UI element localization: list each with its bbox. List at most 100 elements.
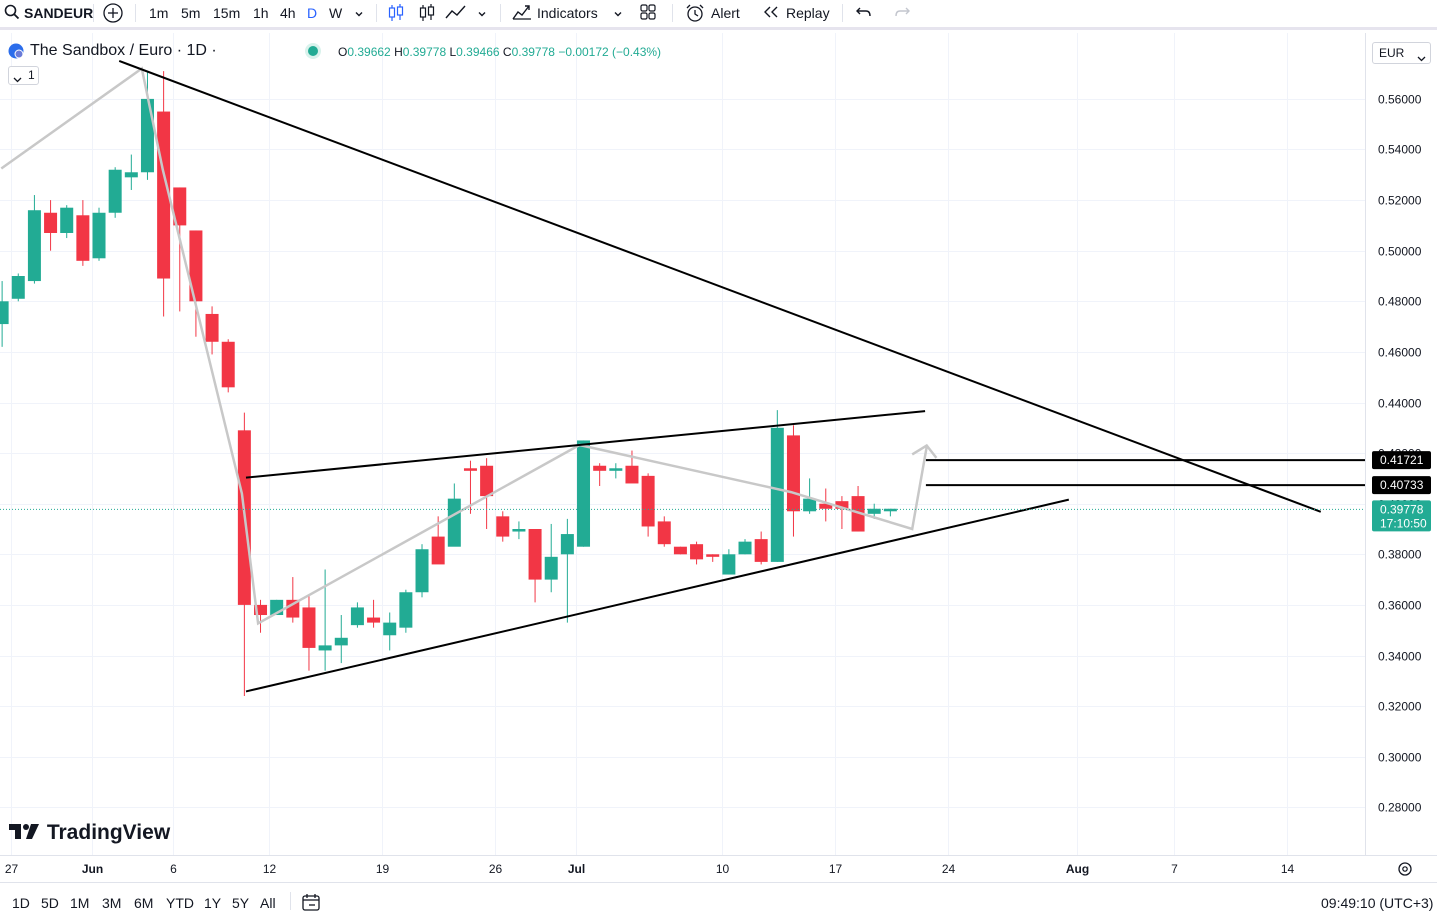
candle-body [415, 549, 429, 593]
rewind-icon[interactable] [762, 4, 780, 24]
alarm-clock-icon[interactable] [684, 2, 706, 22]
candle-body [593, 465, 607, 471]
candle-body [0, 301, 9, 325]
trendline [245, 498, 1070, 693]
layouts-grid-icon[interactable] [639, 3, 657, 23]
undo-icon[interactable] [855, 4, 873, 24]
redo-icon[interactable] [893, 4, 911, 24]
high-key: H [394, 45, 403, 59]
alert-button[interactable]: Alert [711, 5, 740, 21]
drawings[interactable] [0, 60, 1365, 693]
range-ytd[interactable]: YTD [166, 895, 194, 911]
range-1d[interactable]: 1D [12, 895, 30, 911]
price-tick-label: 0.44000 [1378, 397, 1422, 411]
price-tick-label: 0.48000 [1378, 295, 1422, 309]
range-6m[interactable]: 6M [134, 895, 154, 911]
candle-body [657, 521, 671, 545]
clock-timezone[interactable]: 09:49:10 (UTC+3) [1321, 895, 1434, 911]
candle-up [512, 521, 526, 540]
toolbar-divider [93, 4, 94, 22]
close-key: C [502, 45, 512, 59]
candle-body [480, 465, 494, 497]
candle-body [803, 498, 817, 512]
sandbox-coin-icon [8, 43, 24, 64]
replay-button[interactable]: Replay [786, 5, 830, 21]
indicators-toggle[interactable]: 1 [8, 66, 39, 85]
candle-up [577, 440, 591, 547]
candle-down [835, 496, 849, 529]
interval-4h[interactable]: 4h [280, 5, 296, 21]
price-tick-label: 0.50000 [1378, 245, 1422, 259]
candle-body [221, 341, 235, 388]
range-3m[interactable]: 3M [102, 895, 122, 911]
candle-body [512, 529, 526, 532]
chevron-down-icon[interactable] [612, 5, 624, 25]
price-chart[interactable]: 0.28000 0.30000 0.32000 0.34000 0.36000 0.380… [0, 33, 1437, 882]
market-status-dot[interactable] [308, 46, 318, 56]
currency-select[interactable]: EUR [1372, 42, 1431, 64]
price-tick-label: 0.54000 [1378, 143, 1422, 157]
last-price-label: 0.39778 [1380, 502, 1424, 516]
candle-body [124, 172, 138, 178]
indicators-button[interactable]: Indicators [537, 5, 598, 21]
price-tick-label: 0.46000 [1378, 346, 1422, 360]
candle-body [867, 508, 881, 514]
tradingview-mark-icon [9, 822, 41, 848]
candle-down [528, 529, 542, 603]
interval-w[interactable]: W [329, 5, 343, 21]
symbol-search-input[interactable]: SANDEUR [24, 5, 94, 21]
trendline [118, 60, 1322, 513]
last-price-bg [1372, 500, 1431, 532]
line-chart-icon[interactable] [445, 3, 467, 23]
interval-1m[interactable]: 1m [149, 5, 169, 21]
candle-body [44, 212, 58, 233]
time-axis[interactable]: 27 Jun 6 12 19 26 Jul 10 17 24 Aug 7 14 [5, 862, 1295, 876]
candle-body [60, 207, 74, 233]
candle-down [706, 554, 720, 562]
interval-d[interactable]: D [307, 5, 318, 21]
bars-style-icon[interactable] [418, 3, 436, 23]
level-label-2-bg [1372, 476, 1431, 495]
candle-body [27, 210, 41, 282]
low-value: 0.39466 [456, 45, 500, 59]
candle-body [641, 475, 655, 527]
interval-1h[interactable]: 1h [253, 5, 269, 21]
bottom-toolbar: 1D 5D 1M 3M 6M YTD 1Y 5Y All 09:49:10 (U… [0, 882, 1437, 921]
candle-body [447, 498, 461, 547]
candle-body [690, 544, 704, 560]
candle-body [254, 604, 268, 616]
candle-body [706, 554, 720, 557]
candle-up [803, 478, 817, 514]
candle-body [383, 622, 397, 636]
compare-symbol-plus-icon[interactable] [102, 2, 124, 23]
candle-down [754, 531, 768, 565]
settings-gear-icon[interactable] [1398, 862, 1412, 876]
range-all[interactable]: All [260, 895, 276, 911]
search-icon[interactable] [4, 4, 20, 24]
calendar-go-to-date-icon[interactable] [301, 892, 321, 916]
candle-body [883, 508, 897, 512]
interval-5m[interactable]: 5m [181, 5, 201, 21]
range-5y[interactable]: 5Y [232, 895, 250, 911]
toolbar-divider [672, 4, 673, 22]
chevron-down-icon[interactable] [353, 5, 365, 25]
range-1m[interactable]: 1M [70, 895, 90, 911]
candle-up [11, 273, 25, 302]
price-tick-label: 0.30000 [1378, 751, 1422, 765]
price-tick-label: 0.56000 [1378, 93, 1422, 107]
chart-title[interactable]: The Sandbox / Euro · 1D · [30, 42, 217, 59]
range-1y[interactable]: 1Y [204, 895, 222, 911]
candle-down [593, 463, 607, 486]
candle-body [738, 541, 752, 555]
open-value: 0.39662 [347, 45, 391, 59]
candle-body [334, 637, 348, 646]
candles-icon[interactable] [387, 3, 405, 23]
chevron-down-icon[interactable] [476, 5, 488, 25]
indicators-icon[interactable] [511, 2, 533, 22]
time-tick-label: 17 [829, 862, 843, 876]
interval-15m[interactable]: 15m [213, 5, 241, 21]
candle-up [350, 602, 364, 628]
tradingview-logo[interactable]: TradingView [9, 821, 170, 848]
range-5d[interactable]: 5D [41, 895, 59, 911]
candle-up [124, 154, 138, 190]
